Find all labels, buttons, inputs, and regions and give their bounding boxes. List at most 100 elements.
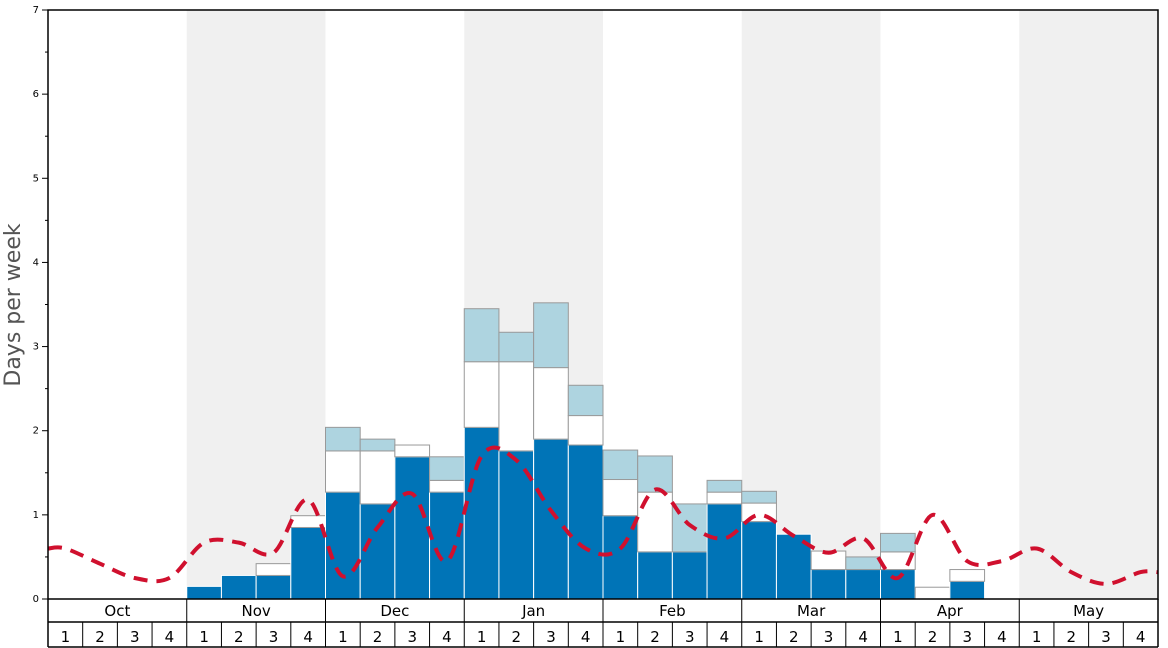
bar-series1-week27 bbox=[949, 580, 986, 600]
month-label-jan: Jan bbox=[521, 602, 545, 620]
bar-series1-week8 bbox=[290, 526, 326, 600]
bar-series1-week6 bbox=[220, 574, 257, 600]
y-axis-label: Days per week bbox=[1, 223, 26, 386]
week-label: 3 bbox=[546, 628, 556, 646]
week-label: 1 bbox=[893, 628, 903, 646]
month-label-apr: Apr bbox=[937, 602, 964, 620]
y-tick-label: 0 bbox=[33, 594, 39, 605]
bar-series2-week14 bbox=[498, 361, 535, 452]
week-label: 2 bbox=[789, 628, 799, 646]
bar-series2-week11 bbox=[394, 444, 431, 458]
week-label: 2 bbox=[373, 628, 383, 646]
week-label: 4 bbox=[997, 628, 1007, 646]
bar-series1-week24 bbox=[845, 569, 881, 600]
bar-series2-week7 bbox=[255, 563, 292, 576]
month-label-may: May bbox=[1073, 602, 1104, 620]
week-label: 3 bbox=[130, 628, 140, 646]
month-label-dec: Dec bbox=[380, 602, 409, 620]
y-tick-label: 1 bbox=[33, 510, 39, 521]
bar-series2-week15 bbox=[533, 367, 569, 440]
month-label-nov: Nov bbox=[241, 602, 270, 620]
bar-series2-week26 bbox=[914, 586, 951, 600]
bar-series3-week16 bbox=[567, 384, 604, 417]
week-label: 2 bbox=[928, 628, 938, 646]
week-label: 4 bbox=[1136, 628, 1146, 646]
bar-series2-week27 bbox=[949, 569, 986, 582]
week-label: 2 bbox=[234, 628, 244, 646]
bar-series1-week11 bbox=[394, 456, 431, 600]
week-label: 4 bbox=[858, 628, 868, 646]
bar-series1-week18 bbox=[637, 551, 673, 600]
week-label: 2 bbox=[650, 628, 660, 646]
bar-series2-week17 bbox=[602, 479, 639, 517]
bar-series3-week9 bbox=[325, 426, 361, 452]
week-label: 1 bbox=[754, 628, 764, 646]
bar-series1-week5 bbox=[186, 585, 222, 600]
month-band-may bbox=[1019, 10, 1158, 599]
month-label-mar: Mar bbox=[797, 602, 826, 620]
week-label: 3 bbox=[407, 628, 417, 646]
week-label: 1 bbox=[477, 628, 487, 646]
week-label: 1 bbox=[616, 628, 626, 646]
bar-series1-week25 bbox=[880, 569, 916, 600]
bar-series3-week13 bbox=[463, 308, 500, 363]
y-tick-label: 7 bbox=[33, 5, 39, 16]
y-tick-label: 6 bbox=[33, 89, 39, 100]
week-label: 1 bbox=[338, 628, 348, 646]
bar-series3-week15 bbox=[533, 302, 569, 369]
bar-series3-week14 bbox=[498, 331, 535, 363]
month-label-oct: Oct bbox=[104, 602, 130, 620]
week-label: 1 bbox=[199, 628, 209, 646]
bar-series2-week12 bbox=[429, 479, 465, 493]
week-label: 4 bbox=[581, 628, 591, 646]
y-tick-label: 2 bbox=[33, 426, 39, 437]
y-axis: 0 1 2 3 4 5 6 7 bbox=[33, 5, 48, 605]
week-label: 1 bbox=[61, 628, 71, 646]
bar-series2-week13 bbox=[463, 361, 500, 428]
x-axis: Oct Nov Dec Jan Feb Mar Apr May 1 2 3 4 1 2 3 4 1 2 3 4 1 2 3 4… bbox=[47, 599, 1159, 648]
bar-series3-week12 bbox=[429, 456, 465, 481]
week-label: 1 bbox=[1032, 628, 1042, 646]
bar-series1-week16 bbox=[567, 444, 604, 600]
week-label: 3 bbox=[962, 628, 972, 646]
week-label: 4 bbox=[303, 628, 313, 646]
bar-series3-week17 bbox=[602, 449, 639, 481]
week-label: 3 bbox=[269, 628, 279, 646]
bar-series1-week9 bbox=[325, 491, 361, 600]
week-label: 3 bbox=[685, 628, 695, 646]
average-line-path bbox=[47, 445, 1159, 586]
bar-series1-week15 bbox=[533, 438, 569, 600]
bar-series2-week20 bbox=[706, 491, 743, 505]
bar-series3-week24 bbox=[845, 556, 881, 571]
bar-series3-week25 bbox=[880, 532, 916, 553]
bar-series1-week23 bbox=[810, 569, 847, 600]
week-label: 4 bbox=[442, 628, 452, 646]
bar-series3-week10 bbox=[359, 438, 396, 452]
week-label: 4 bbox=[720, 628, 730, 646]
bar-series3-week20 bbox=[706, 479, 743, 493]
y-tick-label: 5 bbox=[33, 173, 39, 184]
bar-series3-week18 bbox=[637, 455, 673, 493]
bar-series3-week21 bbox=[741, 490, 777, 504]
bar-series1-week19 bbox=[671, 551, 708, 600]
y-tick-label: 4 bbox=[33, 257, 39, 268]
bar-series2-week18 bbox=[637, 491, 673, 553]
week-label: 3 bbox=[1101, 628, 1111, 646]
month-label-feb: Feb bbox=[659, 602, 686, 620]
week-label: 3 bbox=[824, 628, 834, 646]
bar-series1-week17 bbox=[602, 515, 639, 600]
week-label: 2 bbox=[512, 628, 522, 646]
week-label: 4 bbox=[165, 628, 175, 646]
bar-series2-week16 bbox=[567, 415, 604, 446]
week-label: 2 bbox=[95, 628, 105, 646]
bar-series1-week13 bbox=[463, 426, 500, 600]
y-tick-label: 3 bbox=[33, 342, 39, 353]
bar-series1-week21 bbox=[741, 521, 777, 600]
month-band-nov bbox=[186, 10, 326, 599]
week-label: 2 bbox=[1067, 628, 1077, 646]
bar-series1-week7 bbox=[255, 574, 292, 600]
bar-series1-week12 bbox=[429, 491, 465, 600]
bar-series2-week10 bbox=[359, 450, 396, 505]
bar-series1-week20 bbox=[706, 503, 743, 600]
